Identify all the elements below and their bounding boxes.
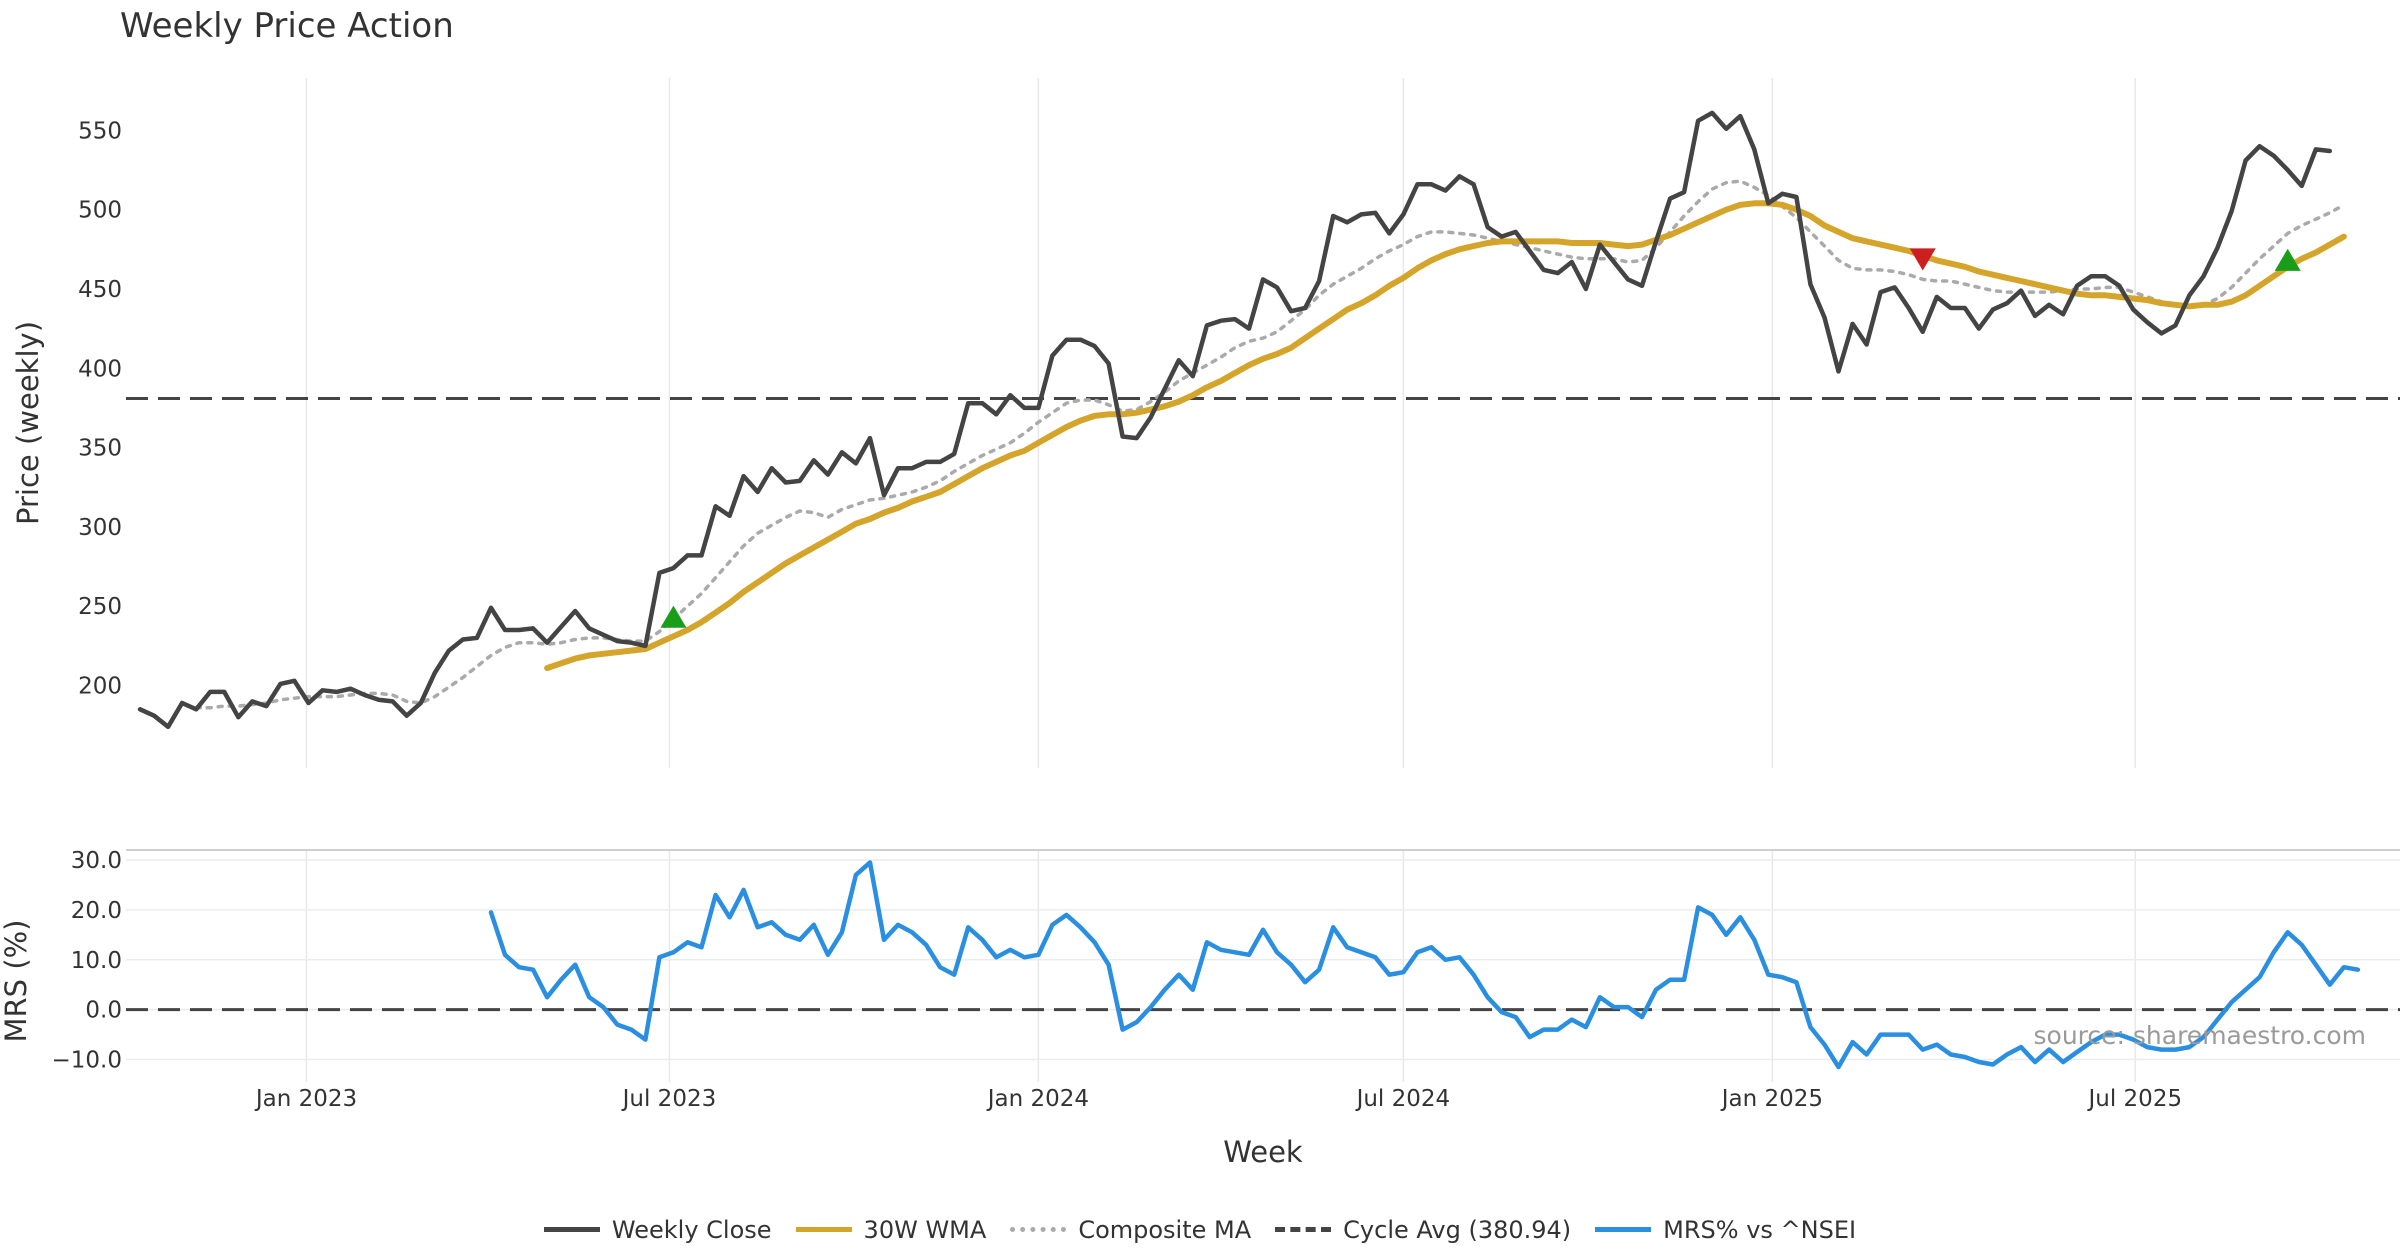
legend-swatch	[1275, 1227, 1332, 1232]
y-axis-label-mrs: MRS (%)	[0, 920, 33, 1043]
y-tick-label-bottom: 30.0	[71, 848, 122, 874]
y-tick-label-top: 200	[78, 674, 122, 700]
chart-canvas: 200 250 300 350 400 450 500 550 −10.0 0.0 10.0 20.0…	[0, 78, 2400, 1169]
legend-label: 30W WMA	[863, 1215, 987, 1244]
x-tick-label: Jul 2025	[2086, 1086, 2182, 1112]
legend-item: 30W WMA	[795, 1215, 987, 1244]
legend-item: Cycle Avg (380.94)	[1275, 1216, 1571, 1244]
x-tick-label: Jul 2023	[621, 1086, 717, 1112]
y-tick-label-top: 250	[78, 594, 122, 620]
y-tick-label-top: 350	[78, 436, 122, 462]
x-tick-label: Jan 2023	[254, 1086, 357, 1112]
legend-swatch	[1595, 1227, 1652, 1232]
y-tick-label-top: 500	[78, 198, 122, 224]
y-tick-label-bottom: 10.0	[71, 948, 122, 974]
legend-label: MRS% vs ^NSEI	[1663, 1215, 1857, 1244]
sell-signal-marker	[1909, 248, 1936, 271]
series-30w-wma	[544, 200, 2347, 672]
legend-label: Weekly Close	[611, 1215, 772, 1244]
source-annotation: source: sharemaestro.com	[2034, 1021, 2367, 1050]
legend-item: Weekly Close	[543, 1215, 772, 1244]
legend-item: MRS% vs ^NSEI	[1595, 1216, 1856, 1244]
y-axis-label-price: Price (weekly)	[11, 321, 45, 525]
buy-signal-marker	[660, 605, 687, 628]
x-tick-label: Jan 2024	[986, 1086, 1089, 1112]
chart-title: Weekly Price Action	[120, 6, 454, 46]
y-tick-label-top: 300	[78, 515, 122, 541]
y-tick-label-top: 450	[78, 277, 122, 303]
x-tick-label: Jul 2024	[1355, 1086, 1451, 1112]
x-axis-label: Week	[1223, 1135, 1303, 1169]
legend-label: Composite MA	[1078, 1215, 1252, 1244]
legend-swatch	[795, 1227, 852, 1232]
y-tick-label-bottom: −10.0	[52, 1048, 122, 1074]
buy-signal-marker	[2274, 248, 2301, 271]
series-composite-ma	[194, 179, 2346, 710]
chart-legend: Weekly Close 30W WMA Composite MA Cycle Avg…	[0, 1210, 2400, 1244]
y-tick-label-top: 550	[78, 118, 122, 144]
series-weekly-close	[137, 110, 2333, 730]
legend-swatch	[543, 1227, 600, 1232]
x-tick-label: Jan 2025	[1720, 1086, 1823, 1112]
legend-item: Composite MA	[1010, 1216, 1251, 1244]
legend-label: Cycle Avg (380.94)	[1343, 1215, 1572, 1244]
y-tick-label-bottom: 20.0	[71, 898, 122, 924]
y-tick-label-top: 400	[78, 356, 122, 382]
series-mrs	[488, 860, 2361, 1070]
y-tick-label-bottom: 0.0	[85, 998, 122, 1024]
legend-swatch	[1010, 1227, 1067, 1232]
